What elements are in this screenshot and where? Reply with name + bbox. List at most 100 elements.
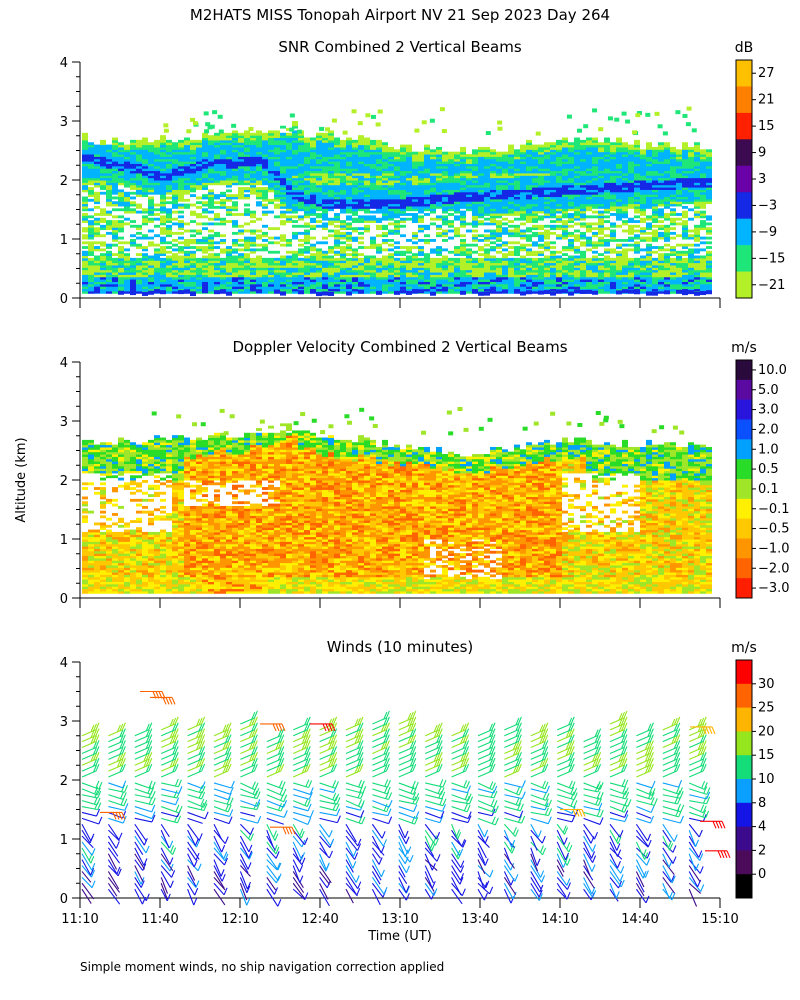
snr-cell <box>436 290 442 294</box>
snr-cell <box>490 279 496 282</box>
snr-cell <box>430 279 436 282</box>
snr-cell <box>112 239 118 242</box>
snr-cell <box>148 286 154 290</box>
snr-cell <box>424 272 430 275</box>
snr-cell <box>208 182 214 186</box>
snr-cell <box>466 198 472 202</box>
snr-cell <box>484 264 490 268</box>
snr-cell <box>472 250 478 254</box>
snr-cell <box>376 286 382 290</box>
snr-cell <box>418 246 424 249</box>
snr-cell <box>436 180 442 183</box>
snr-cell <box>496 154 502 157</box>
snr-cell <box>394 203 400 207</box>
snr-cell <box>556 264 562 268</box>
snr-cell <box>382 279 388 282</box>
snr-cell <box>358 194 364 198</box>
snr-cell <box>502 255 508 259</box>
snr-cell <box>112 182 118 186</box>
snr-cell <box>244 267 250 271</box>
snr-cell <box>460 217 466 221</box>
snr-cell <box>610 208 616 212</box>
snr-cell <box>250 236 256 240</box>
snr-cell <box>286 274 292 278</box>
snr-cell <box>388 208 394 212</box>
snr-cell <box>556 198 562 202</box>
snr-cell <box>148 154 154 157</box>
snr-cell <box>118 264 124 268</box>
snr-cell <box>556 168 562 172</box>
snr-cell <box>178 269 184 273</box>
snr-cell <box>394 260 400 264</box>
snr-cell <box>502 213 508 216</box>
snr-cell <box>328 262 334 266</box>
snr-cell <box>172 194 178 198</box>
snr-cell <box>142 151 148 155</box>
snr-cell <box>562 272 568 275</box>
snr-cell <box>298 184 304 188</box>
snr-cell <box>622 281 628 285</box>
snr-cell <box>376 243 382 247</box>
snr-cell <box>352 172 358 176</box>
snr-cell <box>370 156 376 160</box>
snr-cell <box>394 229 400 233</box>
snr-cell <box>430 283 436 287</box>
snr-cell <box>370 187 376 190</box>
snr-cell <box>274 250 280 254</box>
snr-cell <box>574 279 580 282</box>
snr-cell <box>460 239 466 242</box>
snr-cell <box>166 154 172 157</box>
snr-cell <box>304 241 310 245</box>
snr-cell <box>358 182 364 186</box>
snr-cell <box>406 257 412 261</box>
snr-cell <box>244 283 250 287</box>
snr-cell <box>172 253 178 257</box>
snr-cell <box>322 196 328 200</box>
snr-cell <box>376 246 382 249</box>
snr-cell <box>316 215 322 219</box>
snr-cell <box>568 161 574 164</box>
snr-cell <box>436 227 442 231</box>
snr-cell <box>562 260 568 264</box>
snr-cell <box>586 283 592 287</box>
snr-cell <box>148 191 154 195</box>
snr-cell <box>274 182 280 186</box>
snr-cell <box>526 269 532 273</box>
snr-cell <box>610 224 616 228</box>
snr-cell <box>592 156 598 160</box>
snr-cell <box>244 286 250 290</box>
snr-cell <box>352 144 358 148</box>
snr-cell <box>268 279 274 282</box>
snr-cell <box>562 154 568 157</box>
snr-cell <box>508 165 514 169</box>
snr-cell <box>154 142 160 146</box>
snr-cell <box>226 182 232 186</box>
snr-cell <box>340 288 346 292</box>
snr-cell <box>94 194 100 198</box>
snr-cell <box>376 149 382 153</box>
snr-cell <box>160 139 166 143</box>
snr-cell <box>178 172 184 176</box>
snr-cell <box>88 158 94 162</box>
snr-cell <box>580 210 586 214</box>
snr-cell <box>292 260 298 264</box>
snr-cell <box>400 208 406 212</box>
snr-cell <box>508 201 514 205</box>
snr-cell <box>190 172 196 176</box>
snr-cell <box>520 170 526 174</box>
snr-cell <box>94 201 100 205</box>
colorbar-label: −21 <box>758 278 785 293</box>
snr-cell <box>514 269 520 273</box>
snr-cell <box>82 161 88 164</box>
snr-cell <box>472 236 478 240</box>
snr-cell <box>598 172 604 176</box>
snr-cell <box>574 158 580 162</box>
snr-cell <box>154 172 160 176</box>
snr-cell <box>196 146 202 150</box>
snr-cell <box>82 220 88 223</box>
snr-cell <box>556 279 562 282</box>
snr-cell <box>100 272 106 275</box>
snr-cell <box>508 283 514 287</box>
snr-cell <box>364 151 370 155</box>
snr-cell <box>544 168 550 172</box>
